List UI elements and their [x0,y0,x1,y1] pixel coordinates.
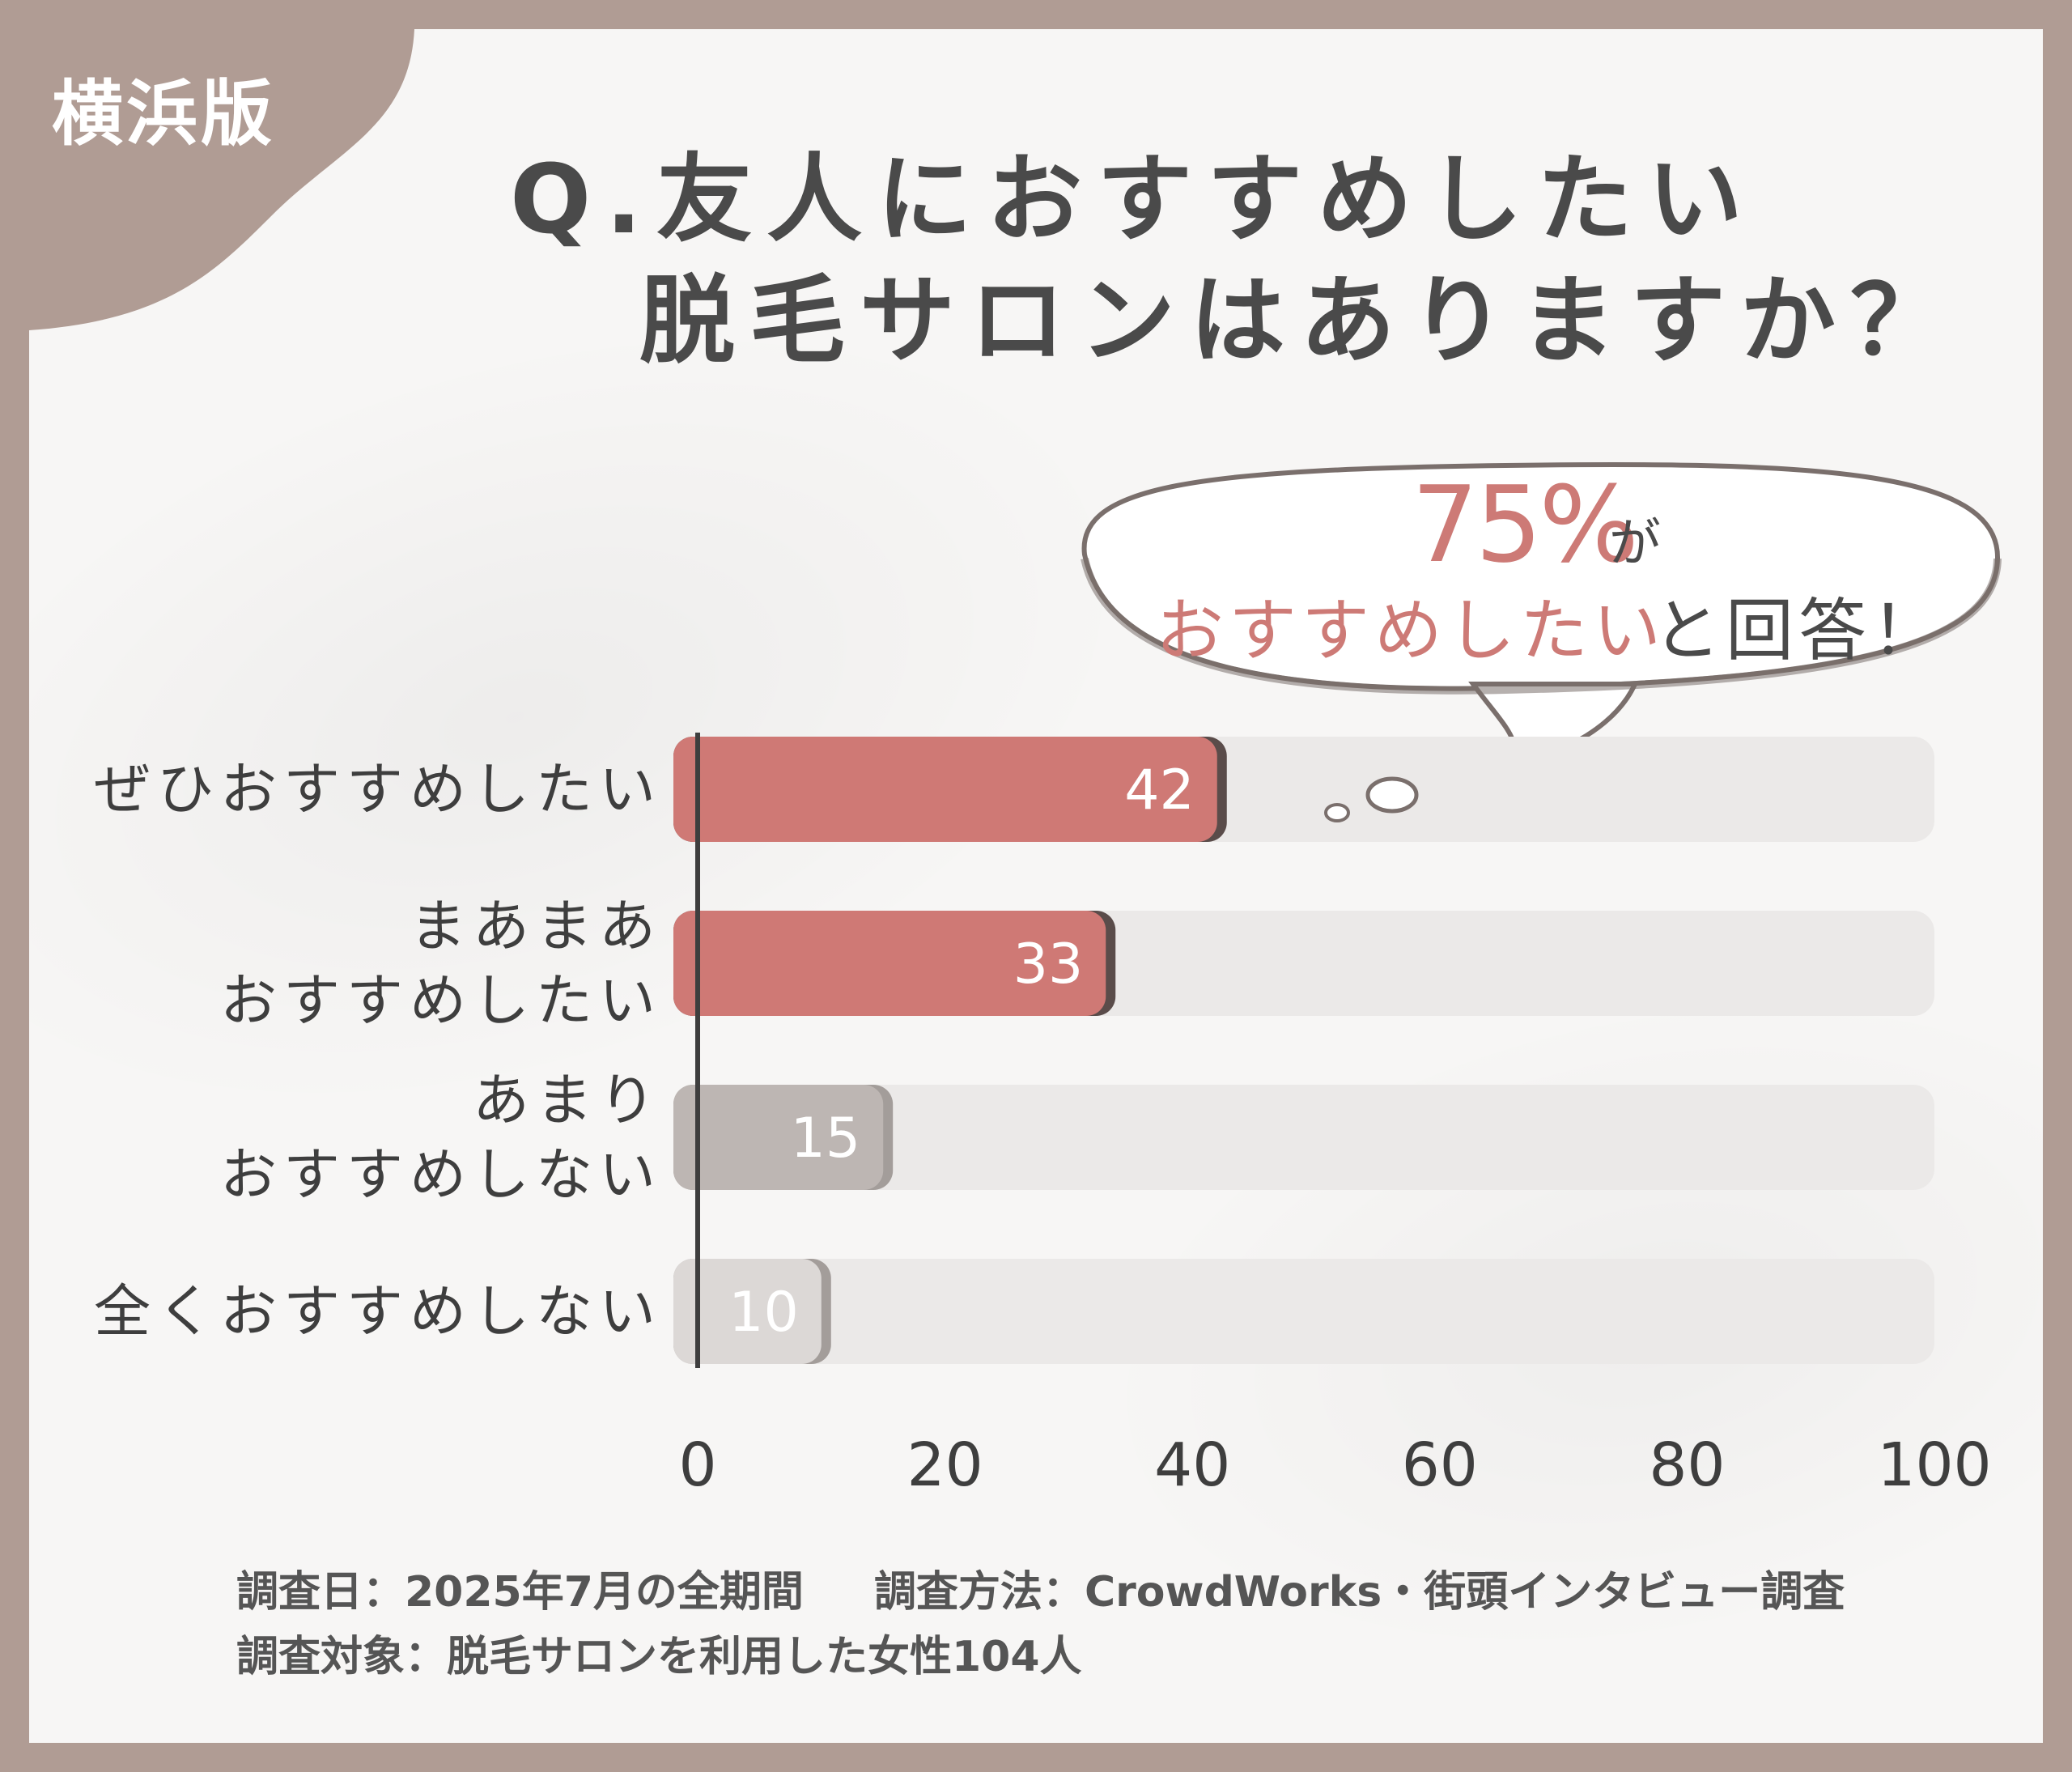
x-tick-label: 0 [678,1430,716,1500]
bar-value-label: 15 [791,1107,861,1171]
callout-percent: 75% [1412,463,1639,586]
callout-emphasis: おすすめしたい [1156,591,1667,670]
bar-track [698,1085,1934,1190]
category-label: あまりおすすめしない [220,1063,662,1212]
bar-track [698,1259,1934,1364]
bar [673,1085,884,1190]
footer-method: 調査方法：CrowdWorks・街頭インタビュー調査 [874,1568,1845,1617]
x-tick-label: 80 [1649,1430,1725,1500]
callout-particle: が [1609,514,1661,574]
bubble-dot [1324,803,1350,822]
category-label-line: ぜひおすすめしたい [94,756,662,822]
bubble-dot [1365,776,1419,814]
bar [673,911,1106,1016]
footer-date: 調査日：2025年7月の全期間 [236,1568,804,1617]
bar-value-label: 42 [1124,759,1195,822]
category-label-line: おすすめしたい [220,967,662,1034]
category-label-line: まあまあ [410,893,662,959]
card [29,29,2043,1743]
category-label: ぜひおすすめしたい [94,752,662,827]
category-label-line: あまり [473,1067,662,1133]
x-tick-label: 40 [1154,1430,1230,1500]
footer-target: 調査対象：脱毛サロンを利用した女性104人 [236,1633,1082,1681]
bar [673,1259,822,1364]
title-line-2: 脱毛サロンはありますか？ [639,265,1961,376]
bar-value-label: 33 [1013,933,1084,996]
corner-blob [29,29,414,330]
x-tick-label: 20 [907,1430,983,1500]
x-tick-label: 100 [1877,1430,1991,1500]
bar-value-label: 10 [728,1281,799,1345]
category-label: まあまあおすすめしたい [220,889,662,1038]
bar [673,737,1217,842]
x-tick-label: 60 [1402,1430,1478,1500]
region-badge: 横浜版 [52,72,276,155]
title-line-1: Q.友人におすすめしたい [510,143,1758,255]
category-label-line: おすすめしない [220,1141,662,1208]
category-label-line: 全くおすすめしない [94,1278,662,1345]
callout-rest: と回答！ [1653,591,1945,670]
category-label: 全くおすすめしない [94,1274,662,1349]
